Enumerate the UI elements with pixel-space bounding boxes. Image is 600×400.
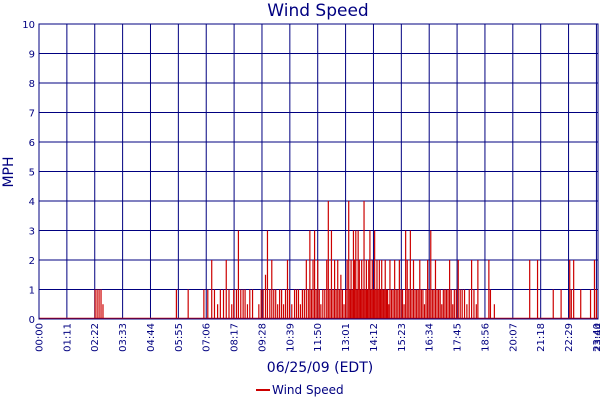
x-tick-label: 10:39: [285, 323, 296, 352]
x-tick-label: 00:00: [35, 323, 46, 352]
x-tick-label: 14:12: [369, 323, 380, 352]
y-tick-label: 1: [29, 286, 35, 297]
x-tick-label: 18:56: [480, 323, 491, 352]
x-tick-label: 17:45: [453, 323, 464, 352]
x-tick-label: 03:33: [118, 323, 129, 352]
x-tick-label: 02:22: [90, 323, 101, 352]
x-tick-label: 16:34: [425, 323, 436, 352]
x-tick-labels: 00:00 01:11 02:22 03:33 04:44 05:55 07:06 08:17…: [35, 323, 600, 352]
y-tick-label: 6: [29, 138, 35, 149]
y-tick-label: 8: [29, 79, 35, 90]
series-bars: [39, 201, 598, 320]
y-tick-label: 0: [29, 315, 35, 326]
x-tick-label: 15:23: [397, 323, 408, 352]
x-tick-label: 05:55: [174, 323, 185, 352]
x-tick-label: 11:50: [313, 323, 324, 352]
x-tick-label: 07:06: [202, 323, 213, 352]
x-tick-label: 22:29: [564, 323, 575, 352]
plot-frame: [38, 23, 599, 320]
legend: Wind Speed: [256, 383, 344, 397]
y-tick-label: 3: [29, 227, 35, 238]
legend-label: Wind Speed: [272, 383, 344, 397]
x-tick-label: 21:18: [536, 323, 547, 352]
x-axis-label: 06/25/09 (EDT): [267, 360, 373, 376]
x-tick-label: 20:07: [508, 323, 519, 352]
x-tick-label: 01:11: [62, 323, 73, 352]
x-tick-label: 23:40: [592, 323, 600, 352]
x-tick-label: 04:44: [146, 323, 157, 352]
y-tick-label: 5: [29, 168, 35, 179]
x-tick-label: 09:28: [257, 323, 268, 352]
x-tick-label: 08:17: [230, 323, 241, 352]
x-tick-label: 13:01: [341, 323, 352, 352]
y-tick-label: 7: [29, 109, 35, 120]
chart-title: Wind Speed: [267, 1, 368, 21]
y-axis-label: MPH: [1, 156, 17, 187]
y-tick-label: 10: [22, 20, 35, 31]
y-tick-label: 9: [29, 50, 35, 61]
plot-grid: [38, 23, 598, 320]
x-tick-label: 23:44: [594, 323, 600, 352]
y-tick-label: 4: [29, 197, 35, 208]
y-tick-labels: 0 1 2 3 4 5 6 7 8 9 10: [22, 20, 35, 326]
y-tick-label: 2: [29, 256, 35, 267]
